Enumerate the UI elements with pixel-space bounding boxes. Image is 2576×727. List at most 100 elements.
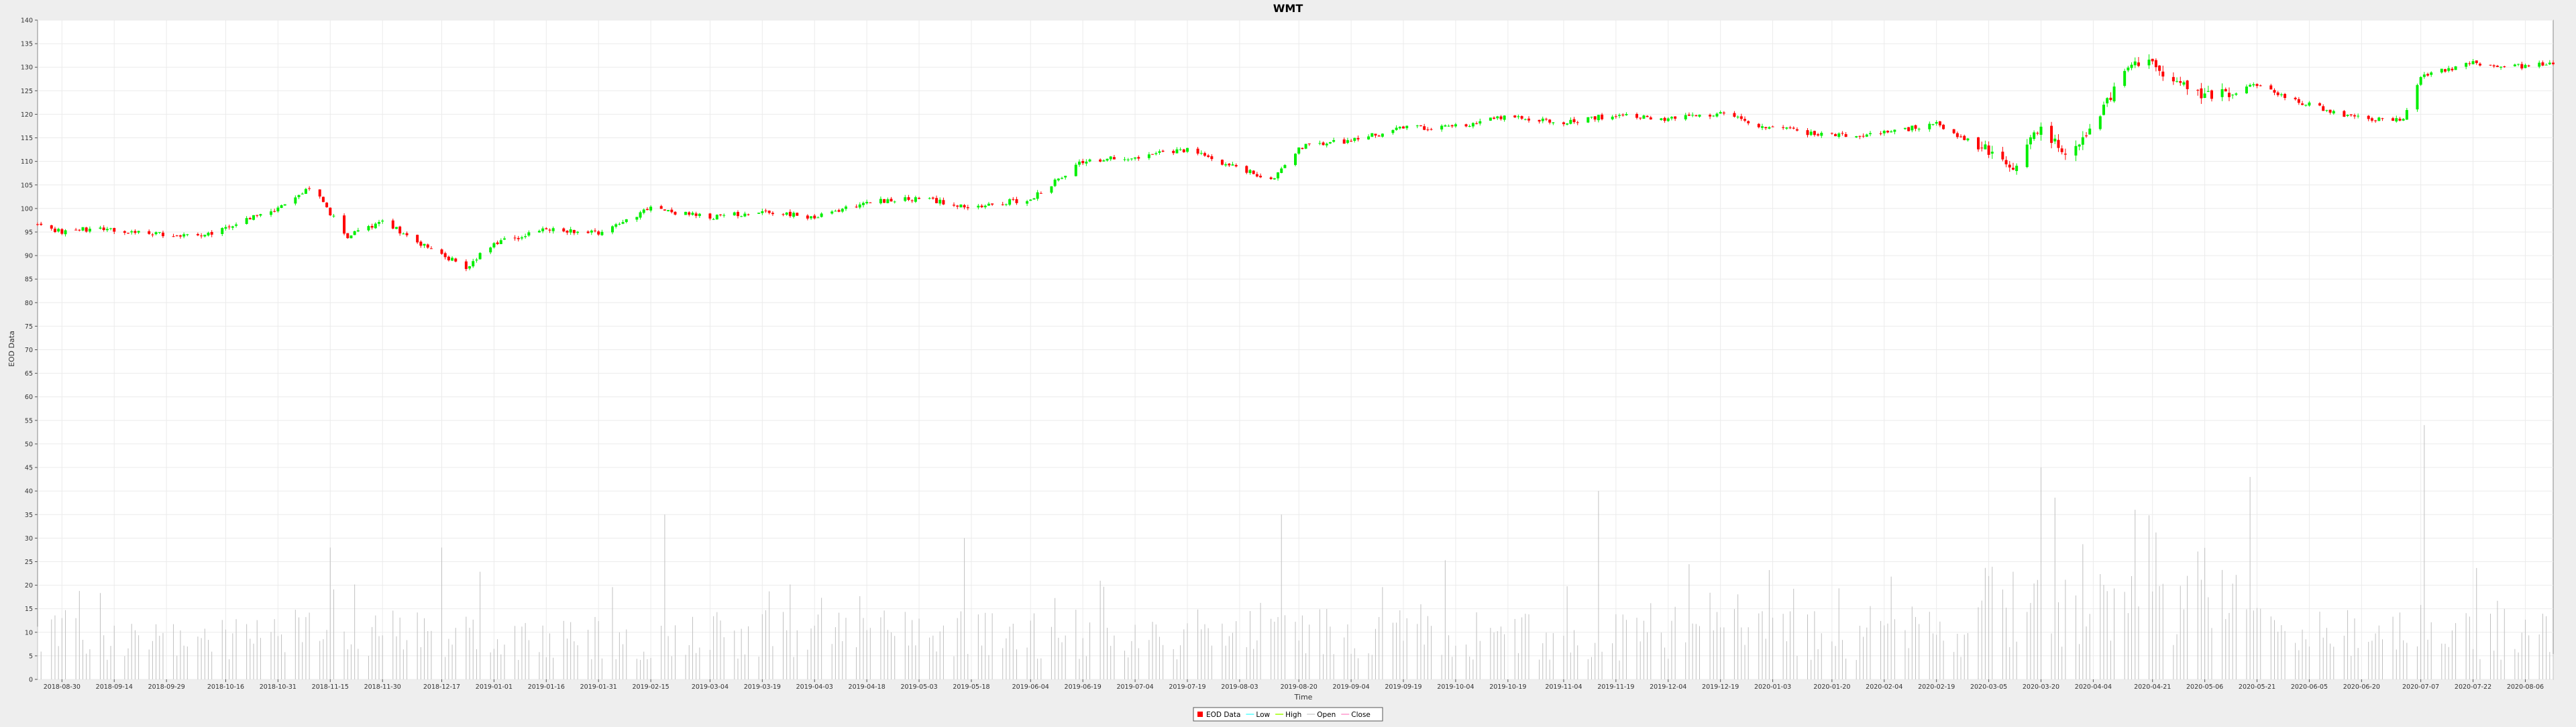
candle-body (2179, 80, 2182, 83)
candle-body (1663, 117, 1666, 121)
candle-body (918, 198, 921, 199)
candle-body (1325, 144, 1328, 146)
candle-body (1646, 115, 1649, 117)
y-tick-label: 20 (25, 582, 33, 590)
candle-body (133, 231, 137, 233)
candle-body (2322, 106, 2325, 111)
x-tick-label: 2018-10-31 (260, 683, 297, 691)
candle-body (2158, 65, 2161, 71)
candle-body (1255, 174, 1258, 177)
x-tick-label: 2018-11-30 (364, 683, 401, 691)
candle-body (820, 213, 823, 217)
candle-body (2402, 119, 2405, 121)
candle-body (2405, 110, 2408, 120)
candle-body (496, 242, 499, 244)
y-tick-label: 35 (25, 512, 33, 519)
candle-body (161, 232, 164, 237)
candle-body (639, 212, 642, 218)
candle-body (1566, 123, 1569, 125)
y-tick-label: 85 (25, 276, 33, 284)
y-axis-label: EOD Data (7, 331, 16, 367)
candle-body (2109, 97, 2112, 101)
candle-body (659, 206, 663, 209)
candle-body (1475, 123, 1479, 124)
candle-body (1297, 147, 1301, 154)
candle-body (2273, 90, 2276, 93)
candle-body (991, 203, 994, 205)
candle-body (1987, 145, 1990, 155)
candle-body (2186, 80, 2189, 89)
candle-body (468, 266, 472, 269)
candle-body (2443, 69, 2447, 72)
legend-label-2: High (1285, 711, 1301, 719)
x-tick-label: 2019-06-04 (1012, 683, 1049, 691)
candle-body (517, 237, 520, 239)
x-tick-label: 2019-08-20 (1281, 683, 1318, 691)
candle-body (1036, 192, 1039, 199)
candle-body (2200, 88, 2203, 99)
candle-body (405, 233, 409, 235)
candle-body (1952, 129, 1955, 133)
x-tick-label: 2019-02-15 (633, 683, 669, 691)
candle-body (1182, 149, 1185, 152)
candle-body (332, 215, 335, 217)
candle-body (99, 227, 102, 229)
candle-body (1569, 119, 1572, 124)
candle-body (1374, 133, 1377, 136)
candle-body (2249, 85, 2252, 87)
candle-body (674, 211, 677, 215)
candle-body (572, 229, 576, 233)
candle-body (1381, 133, 1384, 137)
candle-body (1099, 159, 1102, 162)
candle-body (694, 213, 698, 216)
candle-body (36, 224, 39, 225)
candle-body (2161, 71, 2165, 77)
candle-body (1032, 198, 1036, 200)
candle-body (1423, 126, 1426, 130)
candle-body (231, 226, 234, 228)
candle-body (1674, 116, 1677, 119)
legend-label-0: EOD Data (1206, 711, 1240, 719)
candle-body (297, 194, 301, 197)
candle-body (1538, 119, 1541, 122)
candle-body (904, 197, 907, 201)
candle-body (1597, 115, 1600, 121)
candle-body (610, 226, 614, 233)
candle-body (2398, 119, 2402, 121)
candle-body (283, 204, 286, 206)
candle-body (2252, 84, 2255, 86)
candle-body (440, 249, 443, 254)
candle-body (1367, 136, 1371, 139)
candle-body (1837, 133, 1841, 137)
candle-body (353, 231, 356, 235)
plot-area: 0 5 10 15 20 25 30 35 40 45 50 55 60 65 70 75 80 85 90 95 10… (21, 17, 2555, 691)
y-tick-label: 140 (21, 17, 33, 25)
candle-body (280, 205, 283, 209)
x-tick-label: 2020-02-19 (1918, 683, 1955, 691)
y-tick-label: 95 (25, 229, 33, 236)
candle-body (374, 223, 377, 229)
candle-body (1935, 121, 1938, 124)
x-tick-label: 2018-12-17 (423, 683, 460, 691)
candle-body (2500, 66, 2503, 68)
candle-body (1614, 116, 1617, 117)
candle-body (2011, 168, 2015, 170)
candle-body (2377, 117, 2381, 121)
candle-body (1102, 160, 1106, 162)
y-tick-label: 15 (25, 606, 33, 613)
candle-body (1158, 151, 1161, 153)
candle-body (1903, 127, 1907, 129)
candle-body (329, 207, 332, 216)
candle-body (935, 198, 938, 203)
candle-body (1666, 118, 1670, 121)
candle-body (343, 215, 346, 234)
candle-body (886, 199, 890, 203)
candle-body (684, 211, 688, 215)
candle-body (398, 226, 402, 234)
x-tick-label: 2019-05-03 (900, 683, 937, 691)
candle-body (782, 214, 785, 215)
candle-body (2451, 68, 2454, 70)
candle-body (562, 228, 566, 232)
candle-body (1109, 156, 1112, 160)
x-tick-label: 2019-12-19 (1702, 683, 1739, 691)
